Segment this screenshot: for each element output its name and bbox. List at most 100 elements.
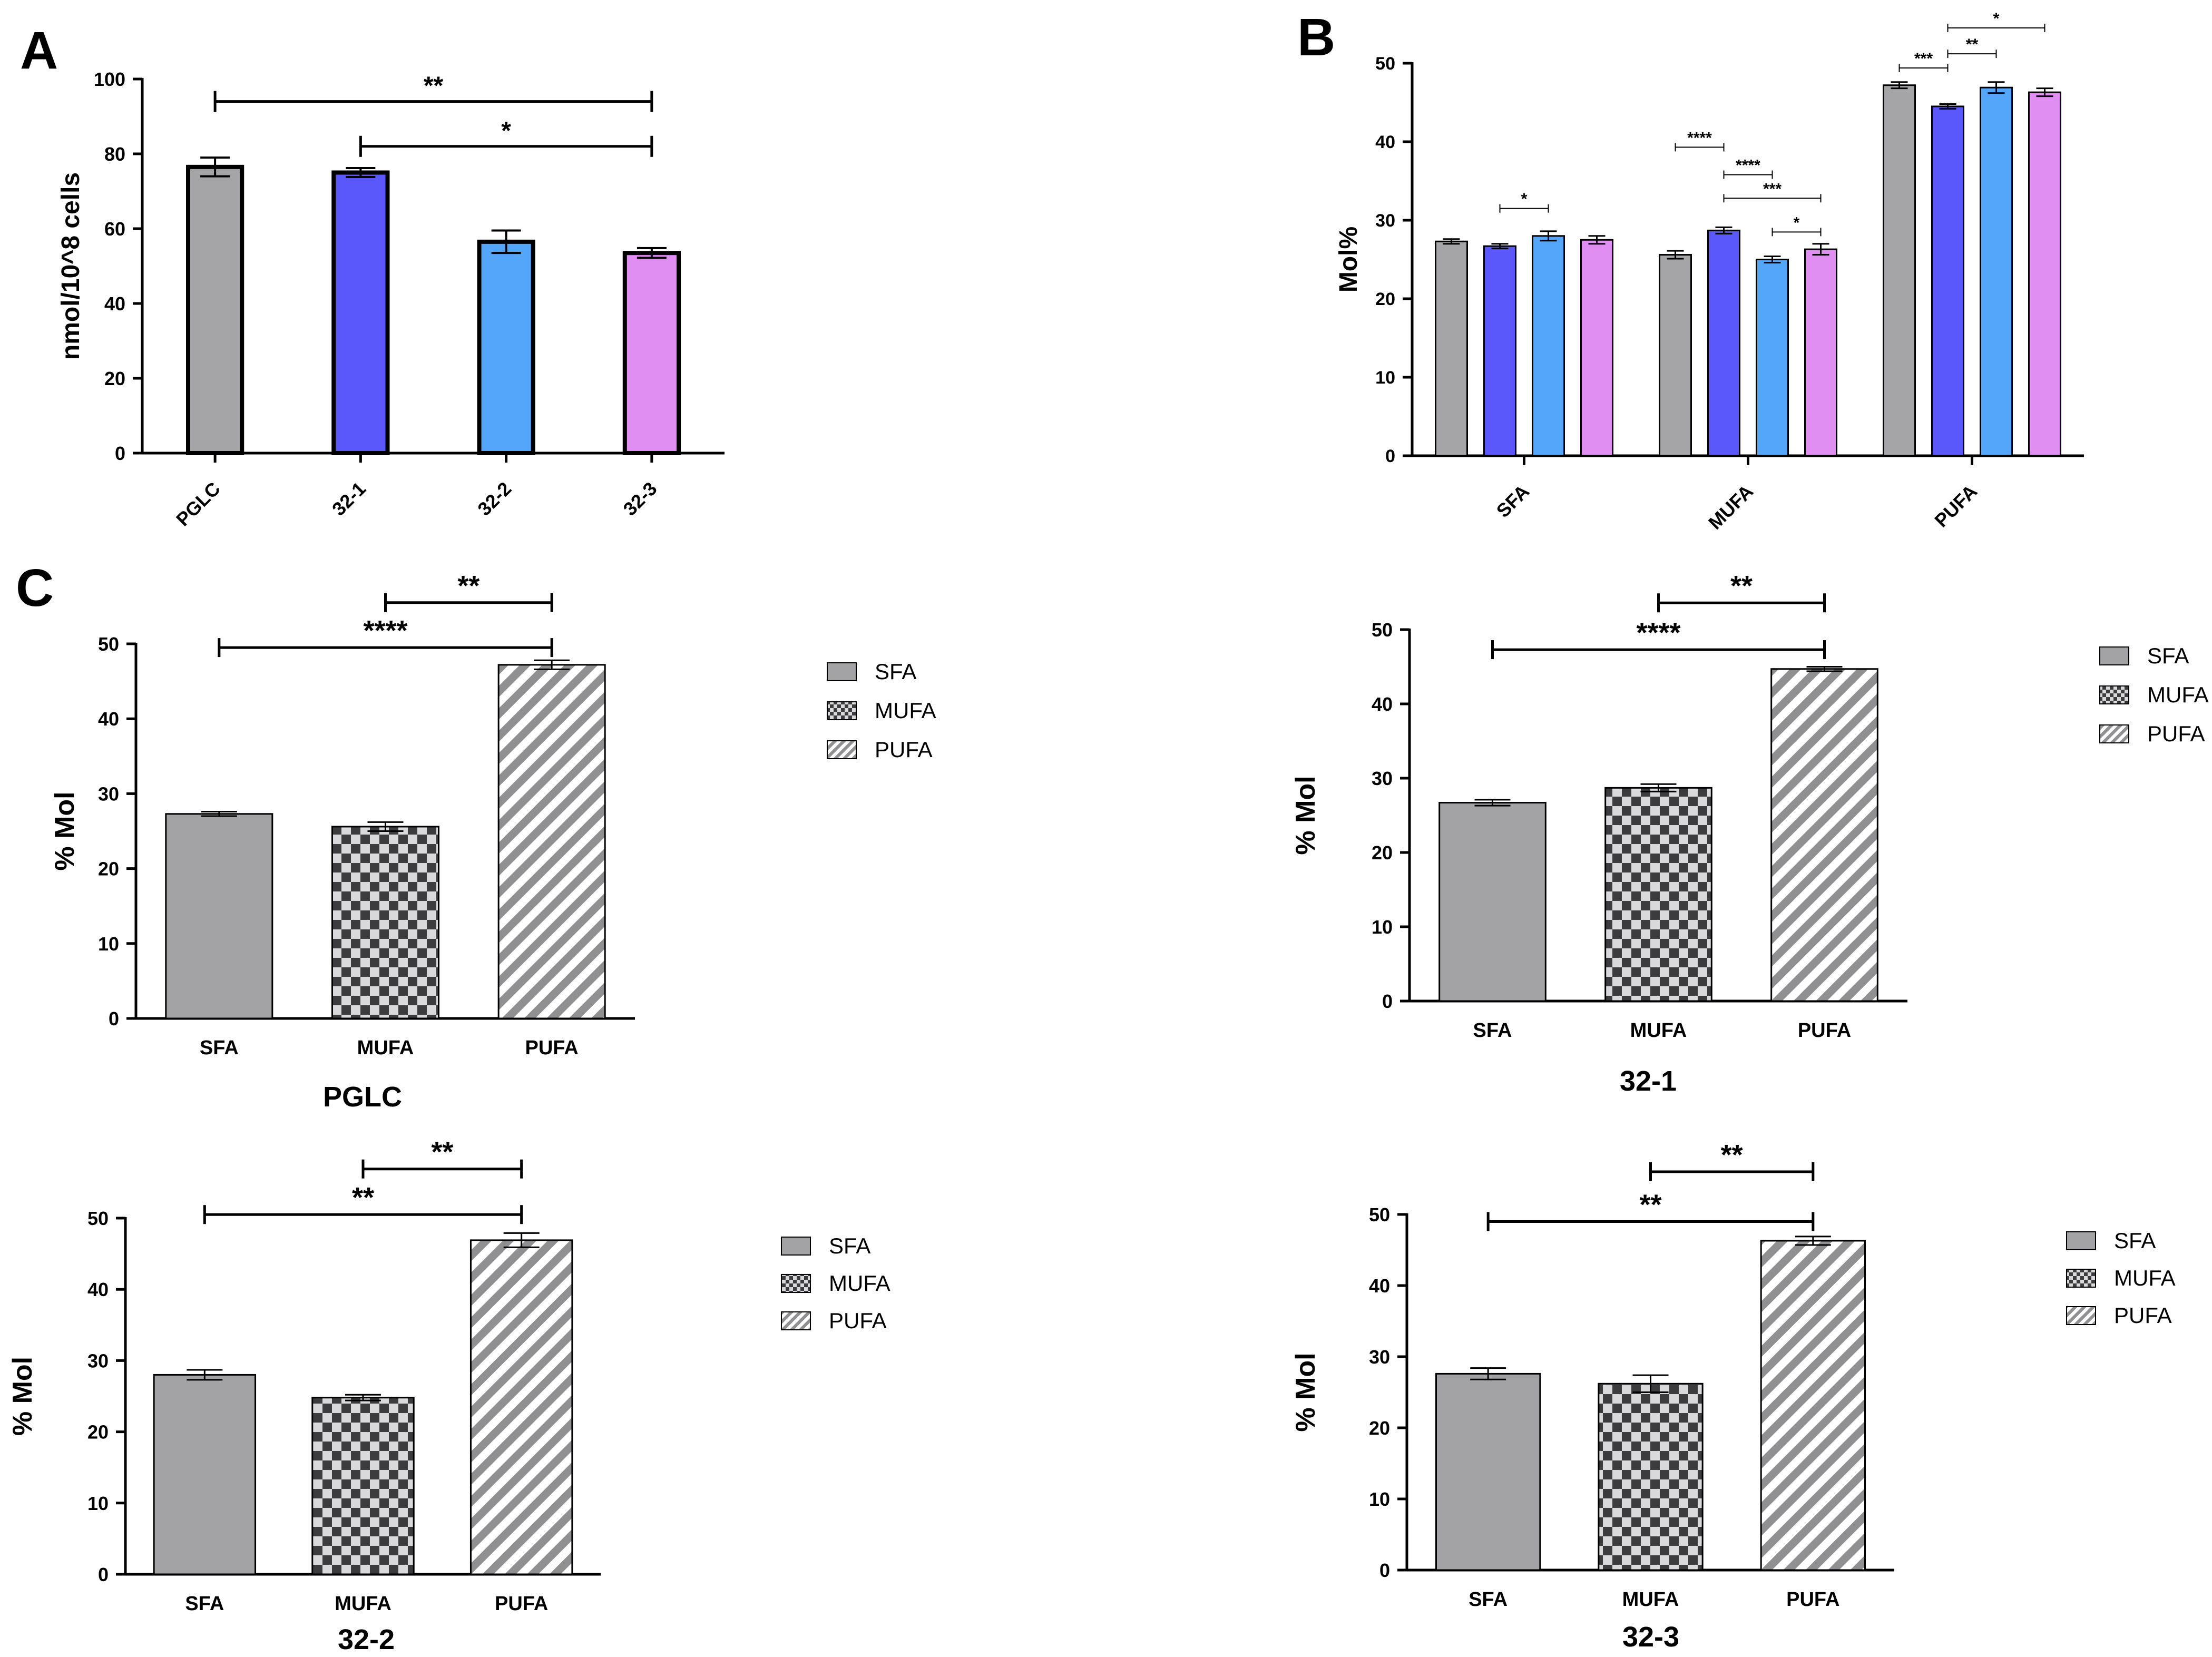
panel-b-y-tick-label: 10 bbox=[1375, 368, 1395, 388]
panel-b-significance-label: * bbox=[1521, 191, 1528, 208]
panel-c-32-3-y-axis-label: % Mol bbox=[1290, 1352, 1321, 1432]
panel-b-y-tick-label: 0 bbox=[1385, 446, 1395, 466]
legend-label-MUFA: MUFA bbox=[829, 1271, 890, 1296]
legend-swatch-PUFA bbox=[2099, 724, 2129, 743]
x-tick-label-32-1: 32-1 bbox=[328, 478, 370, 520]
panel-label-c: C bbox=[16, 558, 54, 617]
panel-c-32-2-y-tick-label: 50 bbox=[87, 1208, 109, 1229]
chart-panel-c-32-2: 0 10 20 30 40 50 % Mol SFA MUFA PUFA 32-2 ** ** SFA MU… bbox=[7, 1136, 890, 1655]
bar-32-1-SFA bbox=[1483, 245, 1516, 457]
panel-c-32-1-y-tick-label: 40 bbox=[1372, 693, 1393, 715]
panel-c-32-2-y-tick-label: 0 bbox=[98, 1564, 109, 1585]
bar-MUFA bbox=[1598, 1383, 1704, 1571]
legend-swatch-MUFA bbox=[827, 701, 857, 720]
panel-c-32-1-y-tick-label: 30 bbox=[1372, 768, 1393, 789]
x-tick-label-PUFA: PUFA bbox=[1786, 1589, 1839, 1611]
panel-b-y-tick-label: 40 bbox=[1375, 132, 1395, 152]
panel-c-32-3-title: 32-3 bbox=[1622, 1621, 1679, 1653]
x-tick-label-PUFA: PUFA bbox=[495, 1593, 548, 1615]
bar-32-3-SFA bbox=[1580, 239, 1613, 457]
legend-swatch-SFA bbox=[827, 662, 857, 681]
panel-b-y-tick-label: 30 bbox=[1375, 211, 1395, 231]
legend-swatch-MUFA bbox=[2099, 685, 2129, 704]
panel-a-significance-label: * bbox=[501, 117, 511, 145]
legend-swatch-MUFA bbox=[2066, 1269, 2096, 1288]
panel-c-32-1-y-tick-label: 10 bbox=[1372, 916, 1393, 938]
bar-PUFA bbox=[469, 1239, 573, 1575]
legend-label-SFA: SFA bbox=[2147, 643, 2189, 668]
panel-c-pglc-significance-label: **** bbox=[363, 615, 407, 646]
legend-label-PUFA: PUFA bbox=[2114, 1303, 2172, 1328]
panel-c-32-2-y-tick-label: 20 bbox=[87, 1421, 109, 1443]
legend-label-SFA: SFA bbox=[2114, 1228, 2156, 1253]
bar-32-2-SFA bbox=[1532, 235, 1565, 457]
x-tick-label-PUFA: PUFA bbox=[525, 1037, 578, 1059]
panel-c-32-1-y-tick-label: 20 bbox=[1372, 842, 1393, 864]
legend-label-MUFA: MUFA bbox=[2147, 682, 2209, 707]
x-tick-label-PGLC: PGLC bbox=[172, 478, 224, 531]
bar-MUFA bbox=[311, 1397, 415, 1575]
bar-32-3 bbox=[622, 251, 681, 455]
x-tick-label-32-2: 32-2 bbox=[473, 478, 515, 520]
panel-b-y-tick-label: 20 bbox=[1375, 289, 1395, 309]
panel-c-pglc-y-tick-label: 40 bbox=[98, 708, 119, 730]
panel-c-32-3-y-tick-label: 10 bbox=[1369, 1488, 1390, 1510]
panel-a-y-tick-label: 60 bbox=[104, 218, 125, 240]
legend-label-MUFA: MUFA bbox=[875, 698, 936, 723]
legend-label-PUFA: PUFA bbox=[2147, 721, 2205, 746]
bar-32-1 bbox=[331, 170, 390, 455]
bar-32-3-PUFA bbox=[2028, 91, 2061, 457]
panel-c-pglc-y-tick-label: 20 bbox=[98, 858, 119, 880]
bar-PUFA bbox=[497, 664, 606, 1019]
bar-32-3-MUFA bbox=[1804, 248, 1837, 457]
bar-32-2-MUFA bbox=[1756, 259, 1789, 457]
panel-c-pglc-y-axis-label: % Mol bbox=[50, 791, 80, 870]
bar-32-1-MUFA bbox=[1707, 229, 1740, 457]
panel-c-32-1-y-tick-label: 0 bbox=[1382, 991, 1393, 1012]
panel-a-y-tick-label: 20 bbox=[104, 368, 125, 389]
panel-c-32-3-significance-label: ** bbox=[1721, 1139, 1743, 1171]
panel-a-y-tick-label: 80 bbox=[104, 143, 125, 165]
panel-b-significance-label: *** bbox=[1914, 50, 1933, 67]
panel-c-pglc-y-tick-label: 10 bbox=[98, 933, 119, 955]
x-tick-label-MUFA: MUFA bbox=[1622, 1589, 1679, 1611]
panel-b-y-axis-label: Mol% bbox=[1335, 227, 1363, 292]
legend-label-PUFA: PUFA bbox=[829, 1308, 887, 1333]
x-tick-label-SFA: SFA bbox=[1469, 1589, 1508, 1611]
x-tick-label-SFA: SFA bbox=[1492, 481, 1533, 522]
panel-c-32-1-title: 32-1 bbox=[1620, 1065, 1677, 1097]
bar-PGLC-MUFA bbox=[1659, 254, 1692, 457]
panel-b-significance-label: ** bbox=[1966, 36, 1979, 53]
x-tick-label-32-3: 32-3 bbox=[619, 478, 661, 520]
x-tick-label-SFA: SFA bbox=[200, 1037, 239, 1059]
panel-c-32-2-title: 32-2 bbox=[338, 1624, 395, 1655]
panel-c-32-2-y-tick-label: 10 bbox=[87, 1493, 109, 1514]
panel-c-32-2-significance-label: ** bbox=[352, 1182, 374, 1213]
legend-swatch-PUFA bbox=[827, 740, 857, 759]
bar-32-1-PUFA bbox=[1931, 105, 1964, 457]
panel-a-y-axis-label: nmol/10^8 cells bbox=[57, 172, 85, 360]
panel-c-32-3-y-tick-label: 0 bbox=[1379, 1560, 1390, 1581]
panel-a-y-tick-label: 100 bbox=[94, 68, 125, 90]
panel-c-pglc-y-tick-label: 50 bbox=[98, 633, 119, 655]
panel-c-32-2-y-tick-label: 30 bbox=[87, 1350, 109, 1371]
bar-PGLC-SFA bbox=[1435, 240, 1468, 457]
panel-c-32-1-significance-label: ** bbox=[1730, 570, 1753, 602]
panel-c-32-3-significance-label: ** bbox=[1639, 1189, 1661, 1221]
panel-c-pglc-title: PGLC bbox=[323, 1081, 402, 1113]
legend-swatch-SFA bbox=[2099, 646, 2129, 665]
chart-panel-a: 0 20 40 60 80 100 nmol/10^8 cells PGLC 32-1 32-2 3… bbox=[57, 68, 725, 530]
bar-SFA bbox=[1438, 802, 1547, 1002]
panel-c-32-1-y-tick-label: 50 bbox=[1372, 619, 1393, 641]
bar-PGLC bbox=[186, 164, 244, 456]
bar-PUFA bbox=[1760, 1240, 1866, 1571]
x-tick-label-MUFA: MUFA bbox=[357, 1037, 414, 1059]
panel-b-significance-label: * bbox=[1993, 10, 2000, 27]
panel-b-significance-label: **** bbox=[1687, 129, 1712, 146]
x-tick-label-MUFA: MUFA bbox=[1630, 1019, 1687, 1042]
x-tick-label-PUFA: PUFA bbox=[1930, 481, 1981, 532]
bar-32-2-PUFA bbox=[1980, 86, 2013, 457]
